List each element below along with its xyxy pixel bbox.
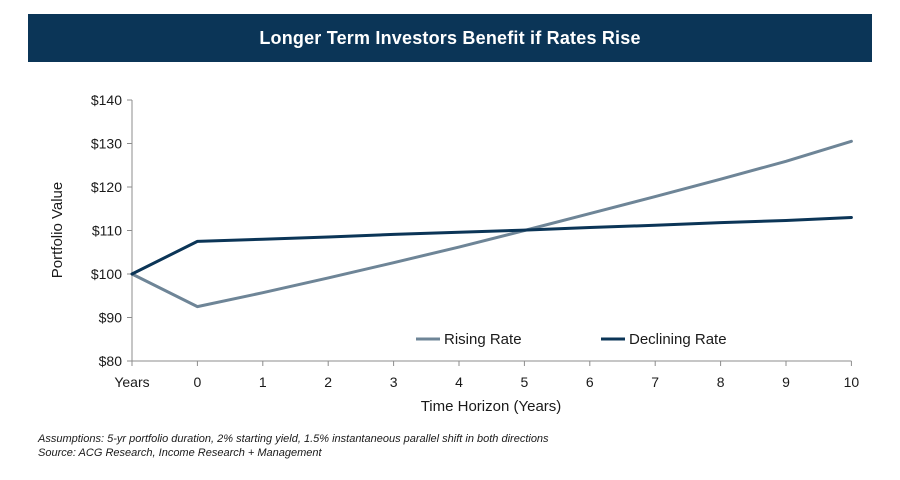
y-tick-label: $140 [91, 92, 122, 108]
x-tick-label: 1 [259, 374, 267, 390]
source-note: Source: ACG Research, Income Research + … [38, 447, 322, 459]
x-tick-label: 9 [782, 374, 790, 390]
y-tick-label: $110 [92, 223, 122, 239]
y-axis: $80 $90 $100 $110 $120 $130 $140 [91, 92, 133, 369]
x-tick-label: 0 [194, 374, 202, 390]
y-tick-label: $120 [91, 179, 122, 195]
x-tick-label: 8 [717, 374, 725, 390]
x-tick-label: 6 [586, 374, 594, 390]
x-axis: Years 0 1 2 3 4 5 6 7 8 9 10 [114, 360, 860, 390]
legend-label-declining-rate: Declining Rate [629, 331, 727, 348]
y-tick-label: $90 [99, 310, 123, 326]
x-tick-label: 10 [844, 374, 860, 390]
y-tick-label: $130 [91, 136, 122, 152]
footnotes: Assumptions: 5-yr portfolio duration, 2%… [38, 432, 858, 460]
legend-label-rising-rate: Rising Rate [444, 331, 522, 348]
line-chart: $80 $90 $100 $110 $120 $130 $140 Years 0 1 2 3 4 5 6 7… [49, 92, 860, 415]
y-tick-label: $100 [91, 266, 122, 282]
x-tick-label: 5 [521, 374, 529, 390]
series-line-declining-rate [130, 215, 853, 276]
x-tick-label: 4 [455, 374, 463, 390]
assumptions-note: Assumptions: 5-yr portfolio duration, 2%… [38, 433, 549, 445]
x-axis-title: Time Horizon (Years) [421, 398, 562, 415]
x-tick-label: 2 [324, 374, 332, 390]
chart-title-banner: Longer Term Investors Benefit if Rates R… [28, 14, 872, 62]
chart-title: Longer Term Investors Benefit if Rates R… [259, 27, 641, 48]
y-axis-title: Portfolio Value [49, 182, 66, 278]
x-tick-label: Years [114, 374, 149, 390]
series-line-rising-rate [130, 139, 853, 309]
y-tick-label: $80 [99, 353, 123, 369]
series-group [130, 139, 853, 309]
legend: Rising Rate Declining Rate [416, 331, 727, 348]
x-tick-label: 7 [651, 374, 659, 390]
x-tick-label: 3 [390, 374, 398, 390]
